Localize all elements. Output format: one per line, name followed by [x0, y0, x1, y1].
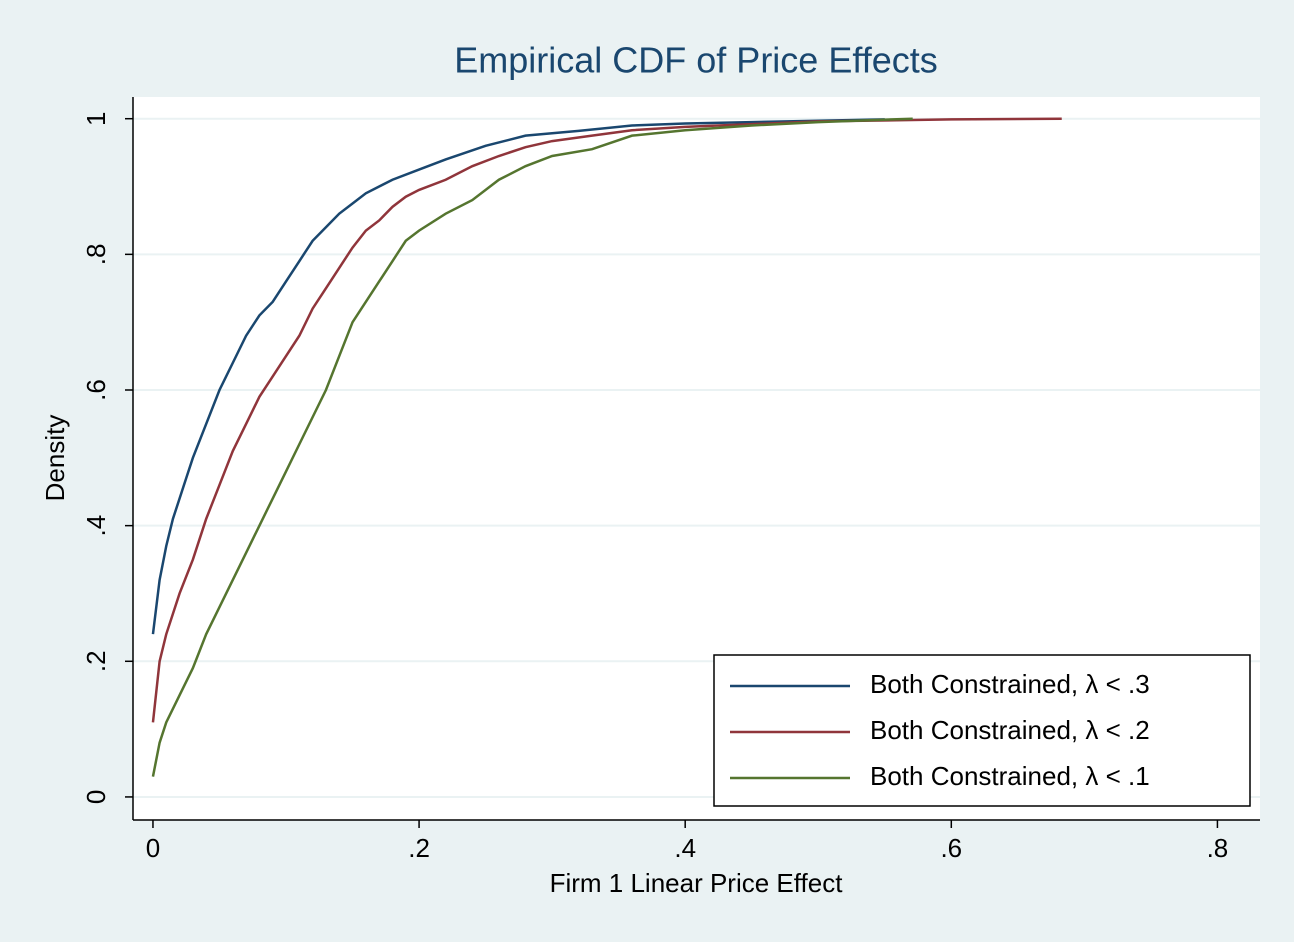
y-tick-label: 1: [81, 111, 111, 125]
y-axis-title: Density: [40, 415, 70, 502]
legend-label: Both Constrained, λ < .2: [870, 715, 1150, 745]
y-tick-label: .8: [81, 244, 111, 266]
legend-box: [713, 654, 1251, 807]
x-tick-label: .2: [408, 833, 430, 863]
legend-label: Both Constrained, λ < .3: [870, 669, 1150, 699]
legend-label: Both Constrained, λ < .1: [870, 761, 1150, 791]
x-tick-label: .6: [940, 833, 962, 863]
y-tick-label: .4: [81, 515, 111, 537]
y-tick-label: 0: [81, 790, 111, 804]
y-tick-label: .6: [81, 379, 111, 401]
chart-title: Empirical CDF of Price Effects: [454, 40, 937, 81]
x-tick-label: 0: [146, 833, 160, 863]
x-tick-label: .4: [674, 833, 696, 863]
y-tick-label: .2: [81, 650, 111, 672]
series-line: [151, 118, 885, 635]
x-axis-title: Firm 1 Linear Price Effect: [550, 868, 844, 898]
series-line: [151, 117, 913, 777]
x-tick-label: .8: [1207, 833, 1229, 863]
series-line: [151, 117, 1062, 723]
